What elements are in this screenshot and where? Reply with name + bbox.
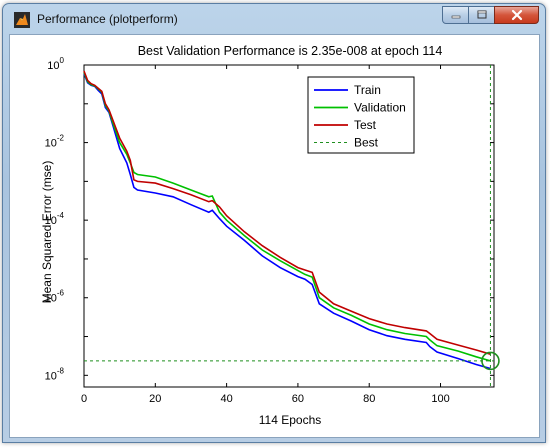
matlab-icon <box>14 12 30 28</box>
close-icon <box>511 9 522 21</box>
x-tick-label: 40 <box>220 393 232 405</box>
minimize-icon <box>451 15 460 19</box>
legend-label-best: Best <box>354 136 379 150</box>
performance-chart: Best Validation Performance is 2.35e-008… <box>40 44 500 427</box>
x-axis-label: 114 Epochs <box>259 413 322 427</box>
chart-title: Best Validation Performance is 2.35e-008… <box>138 44 443 58</box>
x-tick-label: 60 <box>292 393 304 405</box>
legend-label-validation: Validation <box>354 101 406 115</box>
x-tick-label: 80 <box>363 393 375 405</box>
figure-canvas: Best Validation Performance is 2.35e-008… <box>9 34 540 438</box>
series-line-validation <box>83 72 491 362</box>
x-tick-label: 100 <box>431 393 449 405</box>
x-tick-label: 20 <box>149 393 161 405</box>
x-tick-label: 0 <box>81 393 87 405</box>
plot-area: 0 20 40 60 80 100 100 10-2 10-4 10-6 10-8 Train Vali… <box>45 56 500 405</box>
legend-label-train: Train <box>354 83 381 97</box>
maximize-icon <box>477 10 486 19</box>
figure-window: Performance (plotperform) Best Validatio… <box>2 3 546 443</box>
close-button[interactable] <box>494 6 539 24</box>
axes-box <box>83 64 495 388</box>
series-line-test <box>83 70 491 355</box>
title-bar[interactable]: Performance (plotperform) <box>3 4 545 34</box>
best-marker-circle <box>481 351 500 371</box>
y-tick-label: 10-4 <box>45 211 65 227</box>
y-axis-label: Mean Squared Error (mse) <box>40 161 54 304</box>
minimize-button[interactable] <box>442 6 469 24</box>
y-tick-label: 100 <box>47 56 64 72</box>
y-tick-label: 10-8 <box>45 366 65 382</box>
y-tick-label: 10-2 <box>45 134 65 150</box>
series-line-train <box>83 73 491 370</box>
maximize-button[interactable] <box>468 6 495 24</box>
legend-label-test: Test <box>354 118 377 132</box>
y-tick-label: 10-6 <box>45 289 65 305</box>
window-title: Performance (plotperform) <box>37 12 178 26</box>
